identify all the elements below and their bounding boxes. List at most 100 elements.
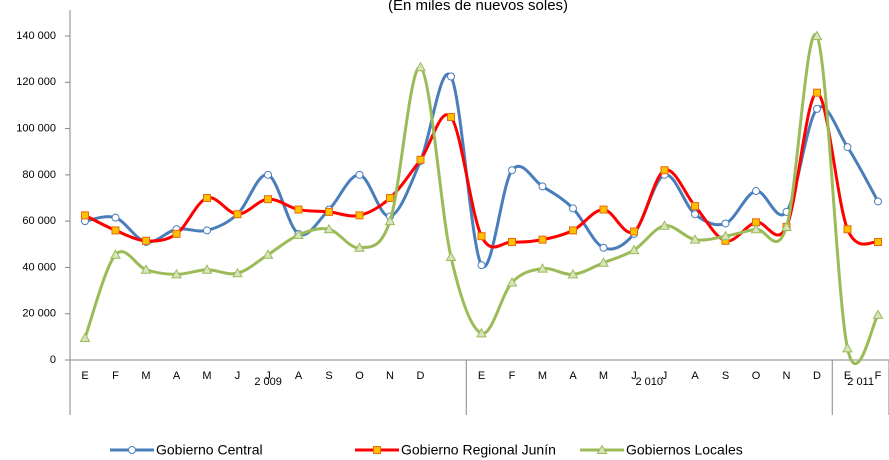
y-tick-label: 120 000 (16, 76, 56, 88)
point (373, 446, 381, 454)
x-tick-label: A (295, 370, 303, 382)
point (537, 263, 548, 273)
x-tick-label: S (325, 370, 332, 382)
point (598, 257, 609, 267)
legend-label: Gobierno Central (156, 442, 263, 458)
point (171, 268, 182, 279)
point (630, 227, 638, 236)
x-tick-label: N (783, 370, 791, 382)
point (569, 226, 577, 235)
point (415, 61, 426, 72)
x-tick-label: A (691, 370, 699, 382)
group-label: 2 009 (254, 376, 282, 388)
point (233, 210, 242, 219)
y-tick-label: 40 000 (22, 261, 56, 273)
point (476, 327, 487, 338)
point (232, 267, 243, 278)
point (721, 219, 730, 228)
x-tick-label: A (173, 370, 181, 382)
point (813, 104, 821, 113)
legend-item: Gobierno Central (110, 442, 263, 458)
x-tick-label: E (478, 370, 485, 382)
group-label: 2 010 (635, 376, 663, 388)
point (325, 207, 333, 216)
point (447, 113, 455, 121)
group-label: 2 011 (847, 376, 874, 388)
x-tick-label: S (722, 370, 729, 382)
point (477, 261, 486, 270)
y-tick-label: 0 (50, 354, 56, 366)
point (599, 205, 608, 214)
point (843, 225, 852, 234)
point (355, 211, 364, 220)
point (111, 213, 120, 222)
point (111, 226, 120, 235)
point (79, 332, 91, 343)
point (843, 143, 852, 152)
point (203, 226, 211, 235)
x-tick-label: O (355, 370, 364, 382)
x-tick-label: N (386, 370, 394, 382)
x-tick-label: J (662, 370, 668, 382)
y-tick-label: 80 000 (22, 169, 56, 181)
point (811, 30, 823, 40)
point (140, 264, 152, 274)
x-tick-label: E (844, 370, 851, 382)
point (628, 244, 640, 255)
y-tick-label: 100 000 (16, 122, 56, 134)
legend-label: Gobiernos Locales (626, 442, 743, 458)
point (264, 195, 272, 204)
point (386, 194, 394, 202)
point (293, 229, 304, 240)
point (813, 88, 821, 97)
point (447, 72, 455, 81)
point (81, 211, 89, 220)
x-tick-label: D (813, 370, 821, 382)
x-tick-label: M (599, 370, 608, 382)
x-tick-label: J (631, 370, 637, 382)
x-tick-label: F (112, 370, 119, 382)
x-tick-label: F (509, 370, 516, 382)
point (355, 170, 364, 179)
point (538, 235, 547, 244)
point (596, 444, 608, 454)
point (384, 215, 396, 226)
point (294, 205, 303, 214)
point (569, 204, 577, 213)
point (752, 187, 760, 196)
x-tick-label: O (752, 370, 761, 382)
point (691, 202, 699, 211)
point (872, 309, 884, 319)
point (660, 166, 669, 175)
y-tick-label: 140 000 (16, 30, 56, 42)
point (142, 236, 150, 245)
chart-subtitle: (En miles de nuevos soles) (388, 0, 568, 14)
point (323, 223, 335, 234)
point (508, 166, 516, 175)
point (720, 230, 731, 241)
point (354, 242, 365, 252)
x-tick-label: A (569, 370, 577, 382)
x-tick-label: D (417, 370, 425, 382)
point (750, 223, 762, 234)
point (203, 194, 211, 202)
x-tick-label: J (265, 370, 271, 382)
point (874, 197, 882, 206)
point (477, 232, 486, 241)
point (874, 237, 882, 246)
point (506, 276, 518, 287)
series-line (84, 91, 879, 249)
x-tick-label: F (875, 370, 882, 382)
point (599, 243, 608, 252)
point (567, 268, 579, 279)
point (128, 446, 136, 454)
legend-item: Gobierno Regional Junín (355, 442, 556, 458)
point (201, 264, 213, 274)
x-tick-label: M (141, 370, 150, 382)
legend-item: Gobiernos Locales (580, 442, 743, 458)
point (416, 155, 425, 164)
point (508, 237, 516, 246)
point (445, 251, 457, 262)
point (842, 342, 853, 353)
